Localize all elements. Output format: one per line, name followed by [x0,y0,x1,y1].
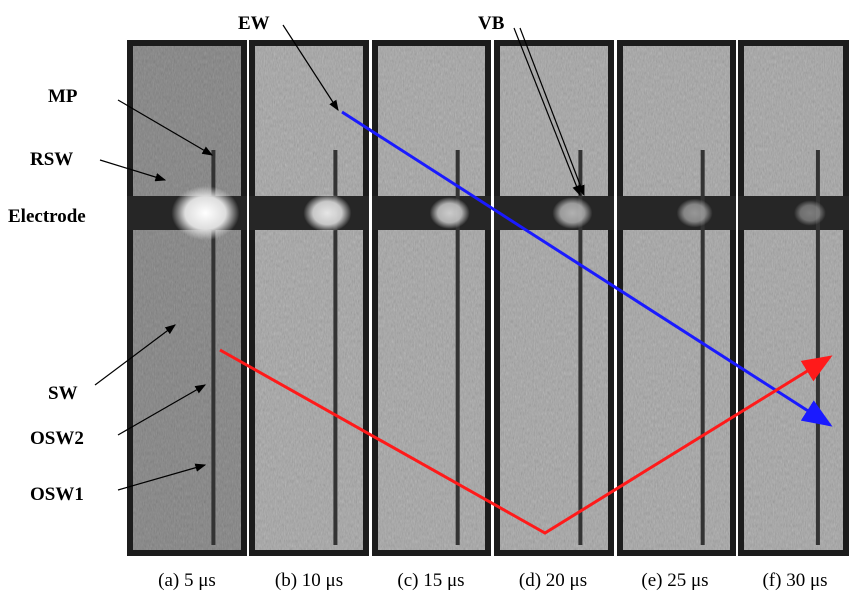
label: OSW1 [30,484,84,505]
shape [793,200,826,226]
caption: (e) 25 μs [641,570,708,591]
labels: EW VB MP RSW Electrode SW OSW2 OSW1 [8,13,505,505]
caption: (d) 20 μs [519,570,587,591]
panel [249,40,369,556]
arrows [94,24,833,535]
label: Electrode [8,206,86,227]
label: EW [238,13,270,34]
photo-panels [127,40,849,556]
shape [623,46,730,550]
shape [744,46,843,550]
caption: (c) 15 μs [397,570,464,591]
label: RSW [30,149,73,170]
shape [676,198,713,228]
shape [552,197,593,229]
caption: (f) 30 μs [762,570,827,591]
caption: (a) 5 μs [158,570,216,591]
shape [255,46,363,550]
label: OSW2 [30,428,84,449]
shape [500,46,608,550]
panel [617,40,736,556]
captions: (a) 5 μs (b) 10 μs (c) 15 μs (d) 20 μs (… [158,570,827,591]
shape [429,197,470,229]
label: SW [48,383,78,404]
shape [133,46,241,550]
shape [378,46,485,550]
shape [303,193,352,233]
shape [738,196,849,230]
panel [372,40,491,556]
panel [494,40,614,556]
label: VB [478,13,505,34]
shape [617,196,736,230]
caption: (b) 10 μs [275,570,343,591]
panel [127,40,247,556]
shape [171,185,240,241]
panel [738,40,849,556]
label: MP [48,86,78,107]
